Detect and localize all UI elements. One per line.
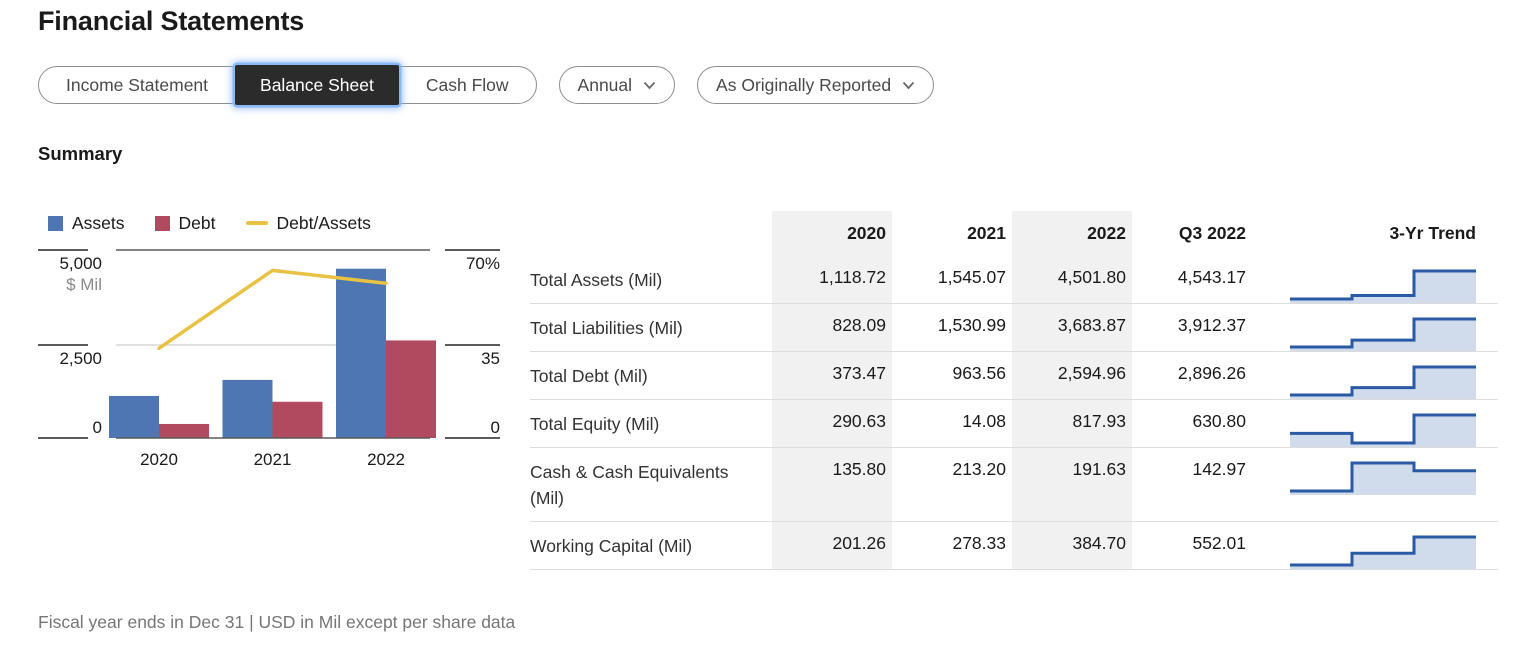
cell-2021: 213.20 [952, 459, 1006, 479]
svg-text:70%: 70% [466, 254, 500, 273]
report-type-dropdown-label: As Originally Reported [716, 74, 892, 95]
svg-text:0: 0 [491, 418, 500, 437]
table-row-working-capital: Working Capital (Mil) 201.26 278.33 384.… [530, 522, 1498, 570]
svg-text:2,500: 2,500 [59, 349, 102, 368]
cell-2022: 191.63 [1012, 448, 1132, 521]
assets-debt-chart: 2020 2021 2022 5,000 $ Mil 2,500 0 70% 35 0 [38, 249, 500, 469]
frequency-dropdown[interactable]: Annual [558, 66, 676, 104]
column-header-trend: 3-Yr Trend [1389, 223, 1476, 243]
report-type-dropdown[interactable]: As Originally Reported [697, 66, 935, 104]
cell-2021: 963.56 [952, 363, 1006, 383]
legend-label-debt: Debt [178, 212, 216, 233]
trend-sparkline [1290, 461, 1476, 495]
toolbar: Income Statement Balance Sheet Cash Flow… [38, 65, 1498, 105]
cell-2020: 290.63 [772, 400, 892, 447]
trend-cell [1252, 400, 1498, 447]
row-label: Cash & Cash Equivalents (Mil) [530, 462, 729, 508]
cell-2021: 14.08 [962, 411, 1006, 431]
legend-label-debt-assets: Debt/Assets [276, 212, 371, 233]
column-header-q3-2022: Q3 2022 [1178, 223, 1246, 243]
table-row-cash-equivalents: Cash & Cash Equivalents (Mil) 135.80 213… [530, 448, 1498, 522]
cell-2022: 2,594.96 [1012, 352, 1132, 399]
frequency-dropdown-label: Annual [577, 74, 633, 95]
row-label: Total Assets (Mil) [530, 270, 663, 290]
svg-text:0: 0 [93, 418, 102, 437]
summary-content: Assets Debt Debt/Assets 2020 2021 2022 5,00… [38, 211, 1498, 570]
table-row-total-equity: Total Equity (Mil) 290.63 14.08 817.93 6… [530, 400, 1498, 448]
fiscal-year-footnote: Fiscal year ends in Dec 31 | USD in Mil … [38, 612, 516, 632]
legend-item-debt: Debt [154, 212, 216, 234]
debt-swatch-icon [154, 215, 170, 231]
cell-2022: 4,501.80 [1012, 256, 1132, 303]
trend-cell [1252, 448, 1498, 521]
trend-cell [1252, 352, 1498, 399]
cell-2021: 278.33 [952, 533, 1006, 553]
balance-sheet-chart-block: Assets Debt Debt/Assets 2020 2021 2022 5,00… [38, 211, 500, 570]
column-header-2022: 2022 [1012, 211, 1132, 256]
cell-2020: 373.47 [772, 352, 892, 399]
cell-q3-2022: 3,912.37 [1177, 315, 1246, 335]
cell-2022: 3,683.87 [1012, 304, 1132, 351]
trend-cell [1252, 256, 1498, 303]
svg-text:35: 35 [481, 349, 500, 368]
trend-sparkline [1290, 365, 1476, 399]
cell-2020: 201.26 [772, 522, 892, 569]
cell-2021: 1,545.07 [937, 267, 1006, 287]
row-label: Working Capital (Mil) [530, 536, 693, 556]
page-title: Financial Statements [38, 6, 305, 36]
trend-sparkline [1290, 535, 1476, 569]
cell-2021: 1,530.99 [937, 315, 1006, 335]
table-row-total-debt: Total Debt (Mil) 373.47 963.56 2,594.96 … [530, 352, 1498, 400]
cell-2022: 817.93 [1012, 400, 1132, 447]
tab-income-statement[interactable]: Income Statement [39, 67, 235, 103]
cell-2022: 384.70 [1012, 522, 1132, 569]
row-label: Total Liabilities (Mil) [530, 318, 683, 338]
svg-text:2021: 2021 [254, 450, 292, 469]
legend-item-debt-assets: Debt/Assets [245, 212, 371, 234]
legend-item-assets: Assets [48, 213, 125, 234]
chart-legend: Assets Debt Debt/Assets [38, 211, 500, 235]
legend-label-assets: Assets [72, 212, 125, 233]
cell-2020: 828.09 [772, 304, 892, 351]
chevron-down-icon [643, 81, 656, 89]
trend-sparkline [1290, 413, 1476, 447]
table-header-row: 2020 2021 2022 Q3 2022 3-Yr Trend [530, 211, 1498, 256]
tab-balance-sheet[interactable]: Balance Sheet [235, 65, 399, 105]
cell-q3-2022: 552.01 [1192, 533, 1246, 553]
statement-type-tabs: Income Statement Balance Sheet Cash Flow [38, 65, 537, 105]
column-header-2021: 2021 [967, 223, 1006, 243]
table-row-total-liabilities: Total Liabilities (Mil) 828.09 1,530.99 … [530, 304, 1498, 352]
trend-sparkline [1290, 269, 1476, 303]
tab-cash-flow[interactable]: Cash Flow [399, 67, 536, 103]
table-row-total-assets: Total Assets (Mil) 1,118.72 1,545.07 4,5… [530, 256, 1498, 304]
column-header-2020: 2020 [772, 211, 892, 256]
svg-text:$ Mil: $ Mil [66, 275, 102, 294]
assets-swatch-icon [48, 215, 63, 231]
row-label: Total Equity (Mil) [530, 414, 660, 434]
svg-text:5,000: 5,000 [59, 254, 102, 273]
cell-2020: 1,118.72 [772, 256, 892, 303]
trend-sparkline [1290, 317, 1476, 351]
trend-cell [1252, 304, 1498, 351]
trend-cell [1252, 522, 1498, 569]
summary-table: 2020 2021 2022 Q3 2022 3-Yr Trend Total … [530, 211, 1498, 570]
cell-q3-2022: 630.80 [1192, 411, 1246, 431]
debt-assets-line-swatch-icon [245, 221, 268, 225]
summary-heading: Summary [38, 143, 123, 164]
cell-2020: 135.80 [772, 448, 892, 521]
cell-q3-2022: 2,896.26 [1177, 363, 1246, 383]
row-label: Total Debt (Mil) [530, 366, 648, 386]
cell-q3-2022: 4,543.17 [1177, 267, 1246, 287]
header-spacer [530, 211, 772, 256]
svg-text:2022: 2022 [367, 450, 405, 469]
chevron-down-icon [902, 81, 915, 89]
svg-text:2020: 2020 [140, 450, 178, 469]
cell-q3-2022: 142.97 [1192, 459, 1246, 479]
